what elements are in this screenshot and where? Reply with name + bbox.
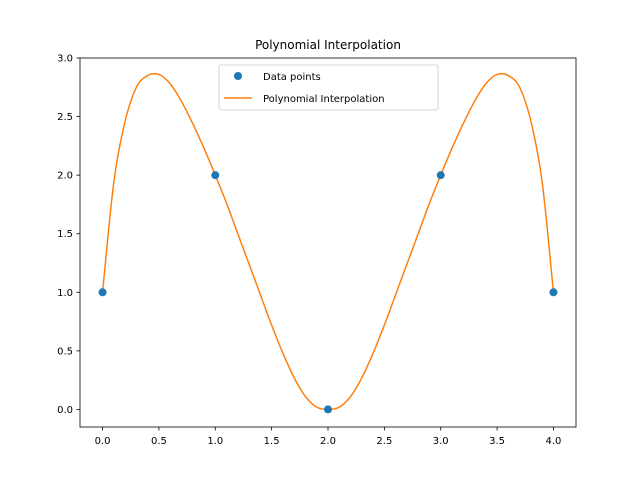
legend: Data points Polynomial Interpolation: [218, 64, 439, 111]
data-point: [436, 171, 445, 180]
y-tick-label: 0.0: [57, 405, 73, 416]
y-tick-label: 3.0: [57, 54, 73, 65]
legend-label-data-points: Data points: [263, 72, 321, 83]
data-point: [549, 288, 558, 297]
x-tick-label: 2.5: [376, 436, 392, 447]
x-tick-label: 1.0: [207, 436, 223, 447]
x-tick-label: 0.0: [95, 436, 111, 447]
plot-area: [98, 72, 558, 414]
y-tick-label: 0.5: [57, 346, 73, 357]
x-tick-label: 1.5: [264, 436, 280, 447]
x-axis: 0.0 0.5 1.0 1.5 2.0 2.5 3.0 3.5 4.0: [95, 427, 562, 447]
x-tick-label: 2.0: [320, 436, 336, 447]
y-tick-label: 1.0: [57, 288, 73, 299]
data-point: [324, 405, 332, 414]
y-axis: 0.0 0.5 1.0 1.5 2.0 2.5 3.0: [57, 54, 80, 416]
y-tick-label: 2.0: [57, 171, 73, 182]
legend-box: [218, 64, 439, 111]
x-tick-label: 4.0: [546, 436, 562, 447]
x-tick-label: 3.5: [489, 436, 505, 447]
data-point: [211, 171, 220, 180]
legend-label-polynomial: Polynomial Interpolation: [263, 94, 385, 105]
y-tick-label: 2.5: [57, 112, 73, 123]
x-tick-label: 0.5: [151, 436, 167, 447]
data-point: [98, 288, 107, 297]
y-tick-label: 1.5: [57, 229, 73, 240]
x-tick-label: 3.0: [433, 436, 449, 447]
legend-marker-data-points: [234, 72, 242, 80]
chart-title: Polynomial Interpolation: [255, 38, 401, 52]
